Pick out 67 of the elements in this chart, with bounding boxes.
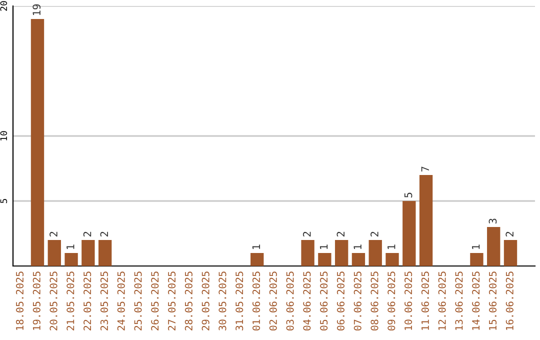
x-tick-label: 08.06.2025 — [370, 272, 378, 330]
x-tick-label: 05.06.2025 — [320, 272, 328, 330]
x-tick-label: 29.05.2025 — [202, 272, 210, 330]
x-tick-label: 15.06.2025 — [488, 272, 497, 330]
x-tick-label: 13.06.2025 — [455, 272, 463, 330]
x-tick-label: 16.06.2025 — [506, 272, 514, 330]
data-label: 2 — [100, 232, 108, 236]
x-tick-label: 21.05.2025 — [66, 272, 74, 330]
x-tick-label: 11.06.2025 — [421, 272, 429, 330]
x-tick-label: 14.06.2025 — [472, 272, 480, 330]
data-label: 2 — [83, 232, 92, 236]
x-tick-label: 01.06.2025 — [252, 272, 260, 330]
x-tick-label: 02.06.2025 — [269, 272, 277, 330]
bar — [318, 253, 332, 266]
data-label: 5 — [404, 192, 412, 198]
bar — [334, 240, 348, 266]
data-label: 1 — [472, 244, 480, 249]
bar — [470, 253, 484, 266]
x-tick-label: 20.05.2025 — [50, 272, 58, 330]
bar — [64, 253, 78, 266]
x-tick-label: 23.05.2025 — [100, 272, 108, 330]
x-tick-label: 24.05.2025 — [117, 272, 125, 330]
data-label: 7 — [421, 166, 429, 172]
x-tick-label: 18.05.2025 — [16, 272, 24, 330]
bar — [48, 240, 61, 266]
bar — [352, 253, 366, 266]
data-label: 19 — [32, 4, 41, 15]
y-tick-label: 10 — [0, 131, 8, 140]
x-tick-label: 07.06.2025 — [354, 272, 362, 330]
x-tick-label: 10.06.2025 — [404, 272, 412, 330]
bar — [386, 253, 399, 266]
data-label: 2 — [370, 232, 378, 236]
bar — [368, 240, 382, 266]
y-tick-label: 5 — [0, 199, 8, 204]
bar — [487, 227, 500, 266]
x-tick-label: 03.06.2025 — [286, 272, 294, 330]
bar — [98, 240, 112, 266]
bar — [504, 240, 518, 266]
x-tick-label: 22.05.2025 — [84, 272, 92, 330]
data-label: 2 — [336, 232, 344, 236]
x-tick-label: 09.06.2025 — [388, 272, 396, 330]
data-label: 3 — [488, 218, 497, 224]
bar — [402, 201, 416, 266]
data-label: 1 — [252, 244, 260, 249]
x-tick-label: 27.05.2025 — [168, 272, 176, 330]
bar — [301, 240, 314, 266]
x-tick-label: 04.06.2025 — [303, 272, 311, 330]
y-tick-label: 20 — [0, 1, 8, 11]
x-tick-label: 26.05.2025 — [151, 272, 159, 330]
x-tick-label: 25.05.2025 — [134, 272, 142, 330]
data-label: 1 — [354, 244, 362, 249]
data-label: 2 — [50, 232, 58, 236]
x-tick-label: 19.05.2025 — [32, 272, 40, 330]
bar — [30, 19, 44, 266]
x-tick-label: 31.05.2025 — [236, 272, 244, 330]
data-label: 2 — [506, 232, 514, 236]
x-tick-label: 12.06.2025 — [438, 272, 446, 330]
x-tick-label: 30.05.2025 — [218, 272, 226, 330]
data-label: 1 — [66, 244, 74, 249]
bar — [82, 240, 95, 266]
x-tick-label: 06.06.2025 — [336, 272, 344, 330]
data-label: 2 — [302, 232, 311, 236]
bar — [419, 175, 433, 266]
bar — [250, 253, 264, 266]
data-label: 1 — [320, 244, 328, 249]
x-tick-label: 28.05.2025 — [184, 272, 192, 330]
data-label: 1 — [388, 244, 396, 249]
